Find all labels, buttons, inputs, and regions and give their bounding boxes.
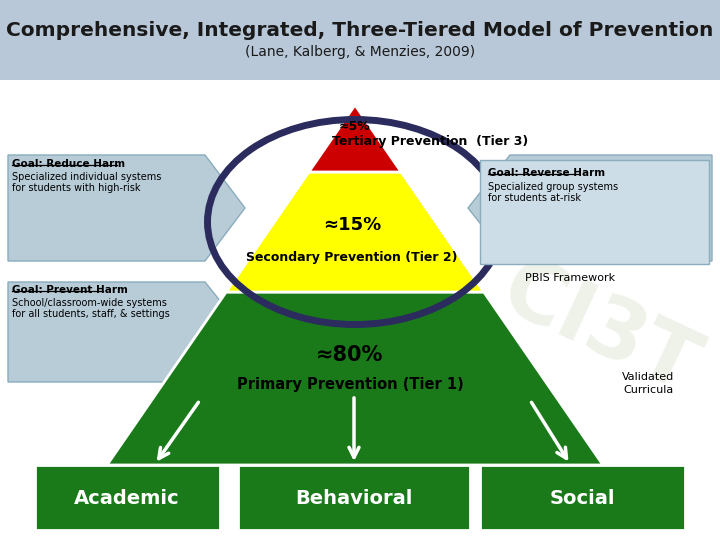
Text: Goal: Reverse Harm: Goal: Reverse Harm <box>488 168 605 178</box>
Text: ≈15%: ≈15% <box>323 216 381 234</box>
Text: Social: Social <box>549 489 615 508</box>
Text: Curricula: Curricula <box>623 385 673 395</box>
FancyBboxPatch shape <box>480 160 709 264</box>
Text: Validated: Validated <box>622 372 674 382</box>
Text: Tertiary Prevention  (Tier 3): Tertiary Prevention (Tier 3) <box>332 136 528 148</box>
Text: (Lane, Kalberg, & Menzies, 2009): (Lane, Kalberg, & Menzies, 2009) <box>245 45 475 59</box>
Polygon shape <box>309 105 401 172</box>
Text: Primary Prevention (Tier 1): Primary Prevention (Tier 1) <box>237 377 464 393</box>
Text: Behavioral: Behavioral <box>295 489 413 508</box>
Polygon shape <box>8 155 245 261</box>
Text: for students at-risk: for students at-risk <box>488 193 581 203</box>
Bar <box>480 465 685 530</box>
Text: for students with high-risk: for students with high-risk <box>12 183 140 193</box>
Bar <box>35 465 220 530</box>
Bar <box>0 0 720 80</box>
Polygon shape <box>468 155 712 261</box>
Text: Goal: Prevent Harm: Goal: Prevent Harm <box>12 285 128 295</box>
Polygon shape <box>8 282 245 382</box>
Polygon shape <box>107 292 603 465</box>
Text: Secondary Prevention (Tier 2): Secondary Prevention (Tier 2) <box>246 251 458 264</box>
Text: School/classroom-wide systems: School/classroom-wide systems <box>12 298 167 308</box>
Text: ≈5%: ≈5% <box>339 119 371 132</box>
Text: Goal: Reduce Harm: Goal: Reduce Harm <box>12 159 125 169</box>
Text: Comprehensive, Integrated, Three-Tiered Model of Prevention: Comprehensive, Integrated, Three-Tiered … <box>6 21 714 39</box>
Text: Academic: Academic <box>74 489 180 508</box>
Polygon shape <box>226 172 484 292</box>
Text: for all students, staff, & settings: for all students, staff, & settings <box>12 309 170 319</box>
Text: CI3T: CI3T <box>489 249 711 410</box>
Text: Specialized individual systems: Specialized individual systems <box>12 172 161 182</box>
Text: ≈80%: ≈80% <box>316 345 384 365</box>
Bar <box>238 465 470 530</box>
Text: PBIS Framework: PBIS Framework <box>525 273 615 283</box>
Text: Specialized group systems: Specialized group systems <box>488 182 618 192</box>
